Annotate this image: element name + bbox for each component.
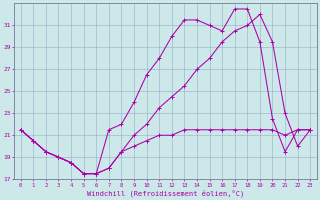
- X-axis label: Windchill (Refroidissement éolien,°C): Windchill (Refroidissement éolien,°C): [87, 189, 244, 197]
